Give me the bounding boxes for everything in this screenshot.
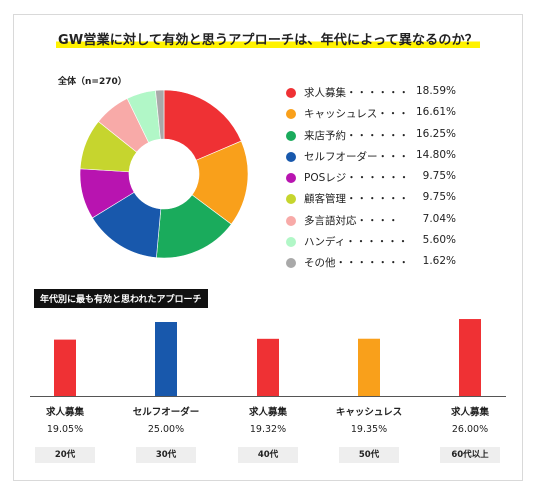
legend-label: POSレジ・・・・・・	[304, 172, 410, 185]
bar-axis-line	[30, 396, 506, 397]
chart-title: GW営業に対して有効と思うアプローチは、年代によって異なるのか？	[56, 33, 480, 48]
bar-value-label: 19.35%	[350, 424, 388, 435]
legend-item: キャッシュレス・・・ 16.61%	[286, 105, 456, 126]
bar-item-label: 求人募集	[45, 407, 84, 418]
legend-label: 求人募集・・・・・・	[304, 87, 409, 99]
legend-item: 求人募集・・・・・・ 18.59%	[286, 84, 456, 105]
bar-item-label: 求人募集	[450, 407, 489, 418]
bar-value-label: 19.05%	[46, 424, 84, 435]
donut-total-label: 全体（n=270）	[58, 77, 127, 87]
bar-item-label: 求人募集	[248, 407, 287, 418]
bar-category-label: 40代	[238, 447, 298, 463]
legend-value: 16.61%	[415, 106, 456, 119]
legend-swatch	[286, 215, 296, 226]
bar-item-label: セルフオーダー	[132, 407, 200, 418]
legend-value: 16.25%	[415, 127, 456, 140]
legend-label: その他・・・・・・・	[304, 257, 409, 270]
bar	[155, 322, 177, 396]
legend-value: 1.62%	[422, 255, 456, 268]
legend-item: 来店予約・・・・・・ 16.25%	[286, 127, 456, 148]
legend-label: キャッシュレス・・・	[304, 108, 409, 121]
bar-column-labels: 求人募集 19.05% 20代	[15, 404, 115, 463]
bar-item-label: キャッシュレス	[335, 407, 403, 418]
legend-item: その他・・・・・・・ 1.62%	[286, 254, 456, 275]
legend-item: セルフオーダー・・・ 14.80%	[286, 148, 456, 169]
donut-legend: 求人募集・・・・・・ 18.59% キャッシュレス・・・ 16.61% 来店予約・・・・…	[286, 84, 456, 276]
bar-value-label: 25.00%	[147, 424, 185, 435]
legend-value: 18.59%	[415, 85, 456, 97]
bar-column-labels: 求人募集 19.32% 40代	[218, 404, 318, 463]
age-section-label: 年代別に最も有効と思われたアプローチ	[34, 289, 208, 308]
legend-swatch	[286, 258, 296, 269]
legend-value: 9.75%	[422, 170, 456, 183]
legend-label: セルフオーダー・・・	[304, 150, 409, 163]
chart-frame	[13, 14, 523, 481]
bar	[358, 338, 380, 396]
legend-label: 来店予約・・・・・・	[304, 129, 409, 142]
legend-swatch	[286, 88, 296, 98]
bar-value-label: 19.32%	[249, 424, 287, 435]
donut-slice	[155, 90, 165, 140]
bar-category-label: 30代	[136, 447, 196, 463]
legend-label: 多言語対応・・・・	[304, 214, 399, 227]
legend-item: 顧客管理・・・・・・ 9.75%	[286, 190, 456, 211]
bar-column-labels: セルフオーダー 25.00% 30代	[116, 404, 216, 463]
legend-item: 多言語対応・・・・ 7.04%	[286, 212, 456, 233]
bar-category-label: 50代	[339, 447, 399, 463]
legend-value: 5.60%	[422, 234, 456, 247]
bar	[257, 338, 279, 396]
donut-chart	[80, 90, 248, 258]
legend-item: ハンディ・・・・・・ 5.60%	[286, 233, 456, 254]
legend-swatch	[286, 151, 296, 162]
bar-category-label: 20代	[35, 447, 95, 463]
bar-column-labels: 求人募集 26.00% 60代以上	[420, 404, 520, 463]
legend-value: 9.75%	[422, 191, 456, 204]
legend-value: 7.04%	[422, 212, 456, 225]
bar	[459, 319, 481, 396]
legend-value: 14.80%	[415, 148, 456, 161]
legend-swatch	[286, 237, 296, 248]
legend-swatch	[286, 173, 296, 184]
legend-swatch	[286, 130, 296, 141]
legend-label: 顧客管理・・・・・・	[304, 193, 409, 206]
legend-swatch	[286, 194, 296, 205]
legend-label: ハンディ・・・・・・	[304, 236, 409, 249]
bar-category-label: 60代以上	[440, 447, 500, 463]
legend-swatch	[286, 109, 296, 120]
bar	[54, 339, 76, 396]
bar-value-label: 26.00%	[451, 424, 489, 435]
bar-chart	[54, 319, 481, 396]
bar-column-labels: キャッシュレス 19.35% 50代	[319, 404, 419, 463]
legend-item: POSレジ・・・・・・ 9.75%	[286, 169, 456, 190]
